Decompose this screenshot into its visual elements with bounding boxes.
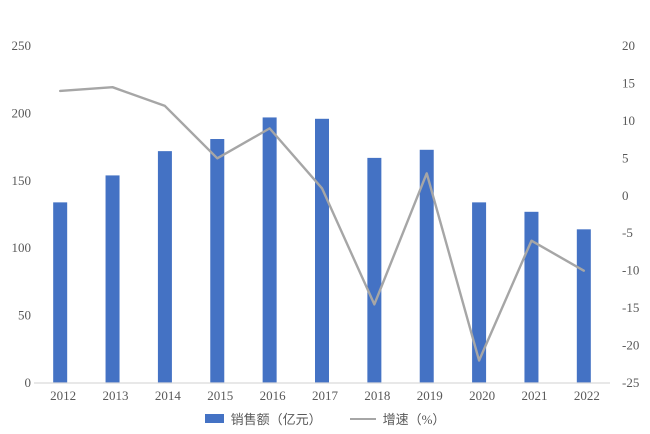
right-axis-tick-label: 0 bbox=[622, 188, 629, 203]
chart-legend: 销售额（亿元） 增速（%） bbox=[0, 409, 650, 428]
right-axis-tick-label: -20 bbox=[622, 338, 639, 353]
x-axis-category-label: 2022 bbox=[574, 388, 600, 403]
right-axis-tick-label: 10 bbox=[622, 113, 635, 128]
left-axis-tick-label: 0 bbox=[25, 375, 32, 390]
bar-2015 bbox=[210, 139, 225, 383]
left-axis-tick-label: 100 bbox=[12, 240, 32, 255]
bar-series-label: 销售额（亿元） bbox=[230, 412, 322, 427]
bar-2018 bbox=[367, 157, 382, 383]
x-axis-category-label: 2014 bbox=[155, 388, 182, 403]
right-axis-tick-label: -15 bbox=[622, 300, 639, 315]
bar-2017 bbox=[315, 118, 329, 384]
bar-2019 bbox=[419, 149, 434, 383]
bar-series-swatch bbox=[204, 414, 224, 423]
bar-2012 bbox=[53, 202, 68, 383]
line-series-label: 增速（%） bbox=[382, 412, 446, 427]
left-axis-tick-label: 200 bbox=[12, 105, 32, 120]
left-axis-tick-label: 250 bbox=[12, 38, 32, 53]
growth-line bbox=[58, 85, 586, 362]
legend-item-sales: 销售额（亿元） bbox=[204, 409, 322, 428]
bar-2022 bbox=[576, 229, 591, 383]
x-axis-category-label: 2015 bbox=[207, 388, 233, 403]
right-axis-tick-label: -25 bbox=[622, 375, 639, 390]
right-axis-tick-label: 5 bbox=[622, 150, 629, 165]
x-axis-category-label: 2017 bbox=[312, 388, 339, 403]
line-series-swatch bbox=[349, 417, 376, 420]
left-axis-tick-label: 150 bbox=[12, 173, 32, 188]
x-axis-category-label: 2013 bbox=[103, 388, 129, 403]
x-axis-category-label: 2019 bbox=[417, 388, 443, 403]
bar-2021 bbox=[524, 211, 539, 383]
x-axis-category-label: 2020 bbox=[469, 388, 495, 403]
x-axis-category-label: 2018 bbox=[364, 388, 390, 403]
bar-2016 bbox=[262, 117, 277, 383]
right-axis-tick-label: -5 bbox=[622, 225, 633, 240]
bar-2020 bbox=[472, 202, 487, 383]
x-axis-category-label: 2016 bbox=[260, 388, 287, 403]
bar-2014 bbox=[157, 151, 172, 383]
right-axis-tick-label: 20 bbox=[622, 38, 635, 53]
x-axis-category-label: 2012 bbox=[50, 388, 76, 403]
right-axis-tick-label: 15 bbox=[622, 75, 635, 90]
right-axis-tick-label: -10 bbox=[622, 263, 639, 278]
legend-item-growth: 增速（%） bbox=[349, 409, 446, 428]
bar-2013 bbox=[105, 175, 120, 383]
left-axis-tick-label: 50 bbox=[18, 308, 31, 323]
x-axis-category-label: 2021 bbox=[521, 388, 547, 403]
